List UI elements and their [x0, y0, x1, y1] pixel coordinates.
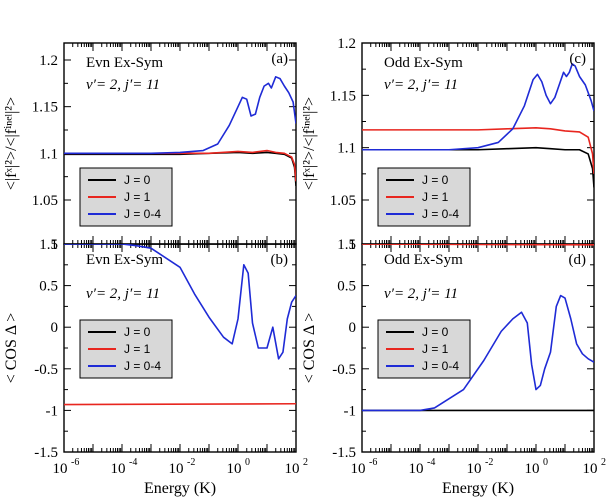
- legend-label-j0: J = 0: [422, 325, 449, 339]
- y-tick-label-a: 1.05: [32, 193, 58, 209]
- x-tick-exponent-d: -4: [427, 457, 435, 468]
- x-tick-label-d: 10: [351, 461, 366, 477]
- panel-letter-c: (c): [569, 51, 586, 67]
- x-tick-exponent-b: -6: [71, 457, 79, 468]
- y-tick-label-d: 0: [349, 320, 357, 336]
- y-tick-label-c: 1.1: [337, 141, 356, 157]
- y-tick-label-c: 1.15: [330, 88, 356, 104]
- y-tick-label-d: -0.5: [332, 362, 356, 378]
- y-tick-label-c: 1.05: [330, 193, 356, 209]
- legend-label-j1: J = 1: [422, 190, 449, 204]
- series-line-j1-b: [64, 402, 296, 406]
- panel-c: 1.05 1.1 1.15 1.2 1.5 Odd Ex-Sym v′= 2, j′= 11…: [301, 36, 595, 253]
- y-tick-label-bottom-a: 1.5: [39, 237, 58, 253]
- y-tick-label-a: 1.1: [39, 146, 58, 162]
- panel-subtitle-b: v′= 2, j′= 11: [86, 286, 160, 302]
- legend-label-j04: J = 0-4: [124, 359, 161, 373]
- x-tick-label-b: 10: [169, 461, 184, 477]
- legend-label-j0: J = 0: [422, 173, 449, 187]
- legend-label-j04: J = 0-4: [422, 207, 459, 221]
- x-tick-label-b: 10: [227, 461, 242, 477]
- y-tick-label-c: 1.2: [337, 36, 356, 52]
- panel-title-b: Evn Ex-Sym: [86, 252, 163, 268]
- y-tick-label-a: 1.15: [32, 100, 58, 116]
- series-group-a: [64, 76, 296, 187]
- y-tick-label-b: 0.5: [39, 279, 58, 295]
- x-tick-label-d: 10: [467, 461, 482, 477]
- x-tick-label-d: 10: [583, 461, 598, 477]
- y-tick-label-b: -1.5: [34, 445, 58, 461]
- series-line-j1-c: [362, 126, 594, 174]
- panel-title-c: Odd Ex-Sym: [384, 55, 463, 71]
- x-tick-label-b: 10: [285, 461, 300, 477]
- x-axis-label-b: Energy (K): [144, 480, 216, 497]
- legend-label-j1: J = 1: [422, 342, 449, 356]
- y-axis-label-c: <|fˣ|²>/<|fⁱⁿᵉˡ|²>: [301, 97, 318, 190]
- panel-subtitle-d: v′= 2, j′= 11: [384, 286, 458, 302]
- panel-letter-a: (a): [271, 51, 288, 67]
- x-tick-label-b: 10: [111, 461, 126, 477]
- series-line-j04-b: [64, 244, 296, 360]
- y-tick-label-b: -1: [46, 403, 59, 419]
- x-axis-label-d: Energy (K): [442, 480, 514, 497]
- y-tick-label-d: -1: [344, 403, 357, 419]
- legend-label-j1: J = 1: [124, 190, 151, 204]
- panel-title-d: Odd Ex-Sym: [384, 252, 463, 268]
- x-tick-exponent-d: -6: [369, 457, 377, 468]
- panels-layer: 1.05 1.1 1.15 1.2 1.5 Evn Ex-Sym v′= 2, j′= 11…: [3, 36, 595, 461]
- series-line-j04-d: [362, 294, 594, 412]
- x-tick-exponent-b: -2: [187, 457, 195, 468]
- panel-letter-d: (d): [569, 252, 587, 268]
- legend-label-j0: J = 0: [124, 325, 151, 339]
- series-line-j1-d: [362, 244, 594, 246]
- y-tick-label-d: 1: [349, 237, 357, 253]
- legend-label-j04: J = 0-4: [422, 359, 459, 373]
- series-group-c: [362, 63, 594, 188]
- y-tick-label-d: -1.5: [332, 445, 356, 461]
- panel-subtitle-a: v′= 2, j′= 11: [86, 77, 160, 93]
- y-tick-label-a: 1.2: [39, 53, 58, 69]
- series-group-d: [362, 244, 594, 412]
- panel-letter-b: (b): [271, 252, 289, 268]
- x-tick-label-d: 10: [409, 461, 424, 477]
- panel-title-a: Evn Ex-Sym: [86, 55, 163, 71]
- x-tick-exponent-d: -2: [485, 457, 493, 468]
- x-tick-exponent-d: 2: [601, 457, 606, 468]
- y-tick-label-d: 0.5: [337, 279, 356, 295]
- x-tick-exponent-d: 0: [543, 457, 548, 468]
- x-tick-exponent-b: -4: [129, 457, 137, 468]
- x-tick-label-d: 10: [525, 461, 540, 477]
- series-line-j04-c: [362, 63, 594, 151]
- y-tick-label-b: -0.5: [34, 362, 58, 378]
- panel-subtitle-c: v′= 2, j′= 11: [384, 77, 458, 93]
- x-tick-exponent-b: 0: [245, 457, 250, 468]
- panel-a: 1.05 1.1 1.15 1.2 1.5 Evn Ex-Sym v′= 2, j′= 11…: [3, 42, 297, 253]
- x-tick-label-b: 10: [53, 461, 68, 477]
- panel-b: -1.5 -1 -0.5 0 0.5 1 Evn Ex-Sym v′= 2, j′= 11 (b…: [3, 237, 297, 461]
- y-axis-label-d: < COS Δ >: [301, 313, 318, 384]
- series-group-b: [64, 244, 296, 406]
- panel-d: -1.5 -1 -0.5 0 0.5 1 Odd Ex-Sym v′= 2, j′= 11 (d…: [301, 237, 595, 461]
- y-axis-label-a: <|fˣ|²>/<|fⁱⁿᵉˡ|²>: [3, 97, 20, 190]
- legend-label-j1: J = 1: [124, 342, 151, 356]
- legend-label-j04: J = 0-4: [124, 207, 161, 221]
- y-tick-label-b: 0: [51, 320, 59, 336]
- series-line-j04-a: [64, 76, 296, 155]
- y-tick-label-bottom-c: 1.5: [337, 237, 356, 253]
- legend-label-j0: J = 0: [124, 173, 151, 187]
- y-tick-label-b: 1: [51, 237, 59, 253]
- y-axis-label-b: < COS Δ >: [3, 313, 20, 384]
- x-tick-exponent-b: 2: [303, 457, 308, 468]
